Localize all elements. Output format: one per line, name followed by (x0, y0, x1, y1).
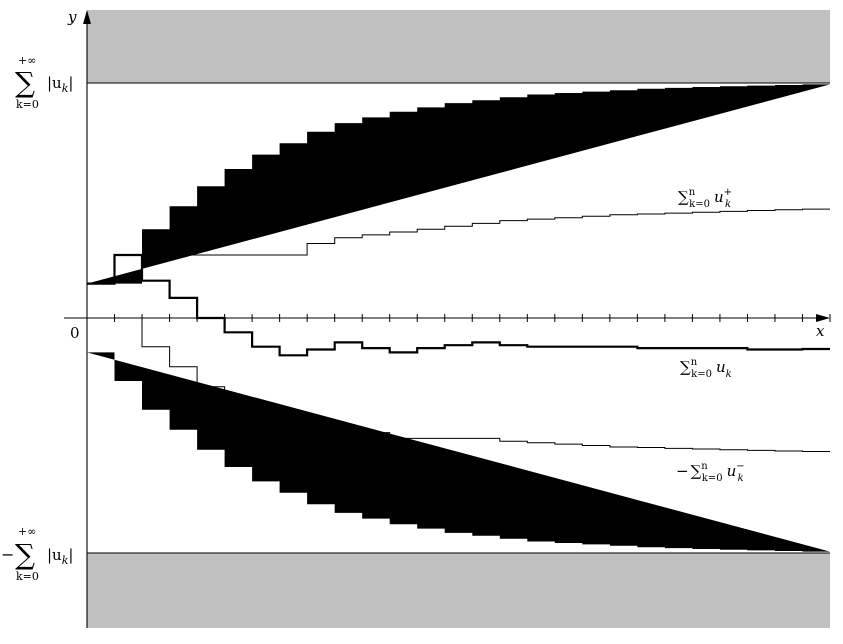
svg-text:∑: ∑ (15, 538, 35, 571)
curve-minus-sum-u-minus (87, 317, 830, 452)
y-axis-label: y (67, 8, 77, 26)
curve-sum-neg-dashed (87, 352, 830, 552)
origin-label: 0 (70, 324, 80, 342)
curve-sum-u (87, 253, 830, 357)
upper-bound-label: +∞ ∑ k=0 |uk| (15, 54, 73, 111)
x-axis-ticks (86, 314, 831, 322)
svg-text:+∞: +∞ (18, 525, 36, 538)
svg-text:|uk|: |uk| (47, 546, 73, 567)
label-sum-u: ∑n k=0 uk (680, 357, 732, 380)
svg-text:k=0: k=0 (16, 570, 39, 583)
lower-bound-label: − +∞ ∑ k=0 |uk| (1, 525, 73, 583)
curves (87, 84, 830, 552)
lower-shaded-region (87, 553, 830, 628)
x-axis-arrow (816, 314, 830, 322)
svg-text:+∞: +∞ (18, 54, 36, 67)
label-minus-sum-u-minus: − ∑n k=0 u− k (676, 461, 745, 484)
y-axis-arrow (83, 10, 91, 24)
curve-sum-u-plus (87, 208, 830, 285)
x-axis-label: x (816, 322, 825, 340)
svg-text:∑: ∑ (15, 66, 35, 99)
curve-sum-pos-dashed (87, 84, 830, 284)
svg-text:k=0: k=0 (16, 98, 39, 111)
upper-shaded-region (87, 10, 830, 83)
label-sum-u-plus: ∑n k=0 u+ k (678, 187, 732, 210)
svg-text:|uk|: |uk| (47, 74, 73, 95)
svg-text:−: − (1, 545, 14, 564)
